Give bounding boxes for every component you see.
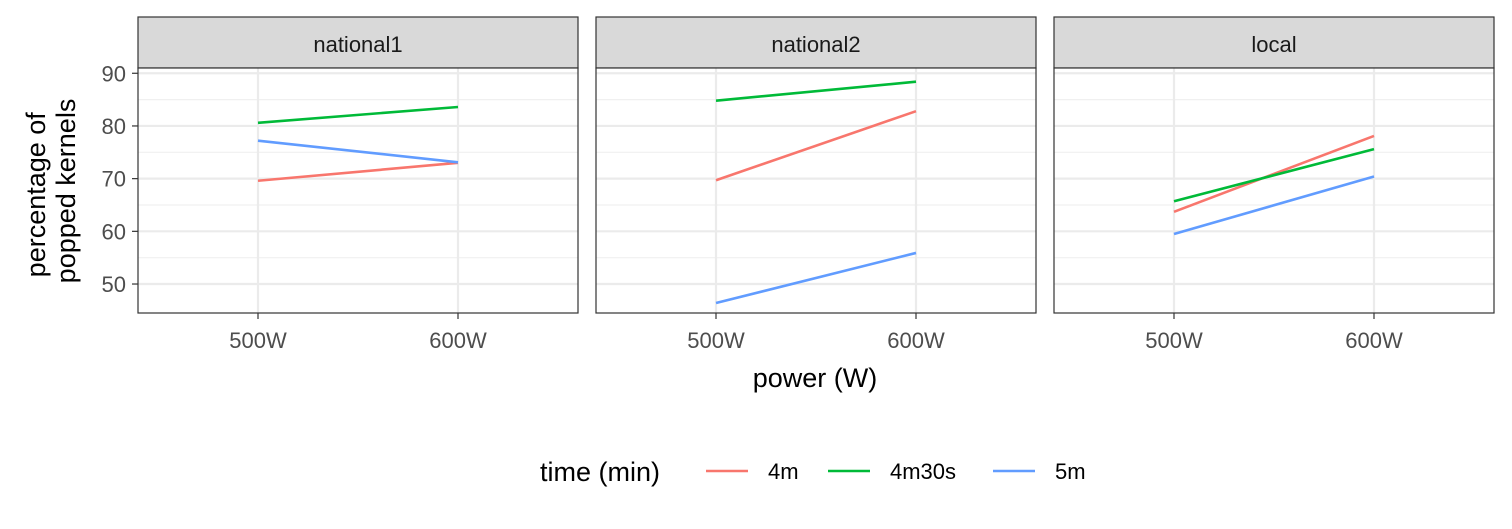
axes: power (W) percentage of popped kernels (21, 99, 877, 393)
y-tick-label: 80 (102, 114, 126, 139)
x-tick-label: 600W (1345, 328, 1403, 353)
legend-label-4m: 4m (768, 459, 799, 484)
panel-background (138, 68, 578, 313)
panel-border (1053, 67, 1495, 314)
facet-national1: national1 500W 600W 50 60 70 80 90 (102, 16, 579, 353)
facet-strip-label: local (1251, 32, 1296, 57)
legend-item-5m: 5m (993, 459, 1086, 484)
y-tick-label: 70 (102, 167, 126, 192)
legend: time (min) 4m 4m30s 5m (540, 457, 1086, 487)
series-line-5m (1173, 175, 1375, 236)
y-axis-label-line-1: percentage of (21, 112, 51, 278)
panel-background (1054, 68, 1494, 313)
y-axis-label: percentage of popped kernels (21, 99, 81, 284)
series-line-5m (257, 139, 459, 164)
x-tick-label: 600W (887, 328, 945, 353)
legend-label-4m30s: 4m30s (890, 459, 956, 484)
x-tick-label: 500W (687, 328, 745, 353)
y-tick-label: 50 (102, 272, 126, 297)
series-line-4m30s (1173, 147, 1375, 203)
y-tick-label: 60 (102, 219, 126, 244)
facets: national1 500W 600W 50 60 70 80 90 national2 500W… (102, 16, 1495, 353)
y-tick-label: 90 (102, 61, 126, 86)
series-line-4m30s (257, 105, 459, 125)
legend-item-4m: 4m (706, 459, 799, 484)
series-line-4m30s (715, 80, 917, 102)
facet-local: local 500W 600W (1053, 16, 1495, 353)
x-tick-label: 500W (229, 328, 287, 353)
series-line-5m (715, 251, 917, 305)
facet-strip-label: national1 (313, 32, 402, 57)
facet-national2: national2 500W 600W (595, 16, 1037, 353)
legend-item-4m30s: 4m30s (828, 459, 956, 484)
panel-border (137, 67, 579, 314)
x-tick-label: 600W (429, 328, 487, 353)
facet-strip (137, 16, 579, 69)
legend-title: time (min) (540, 457, 660, 487)
series-line-4m (257, 161, 459, 183)
x-tick-label: 500W (1145, 328, 1203, 353)
series-line-4m (715, 109, 917, 182)
y-axis-label-line-2: popped kernels (51, 99, 81, 284)
legend-label-5m: 5m (1055, 459, 1086, 484)
facet-strip (595, 16, 1037, 69)
facet-strip (1053, 16, 1495, 69)
x-axis-label: power (W) (753, 363, 878, 393)
panel-background (596, 68, 1036, 313)
facet-strip-label: national2 (771, 32, 860, 57)
panel-border (595, 67, 1037, 314)
